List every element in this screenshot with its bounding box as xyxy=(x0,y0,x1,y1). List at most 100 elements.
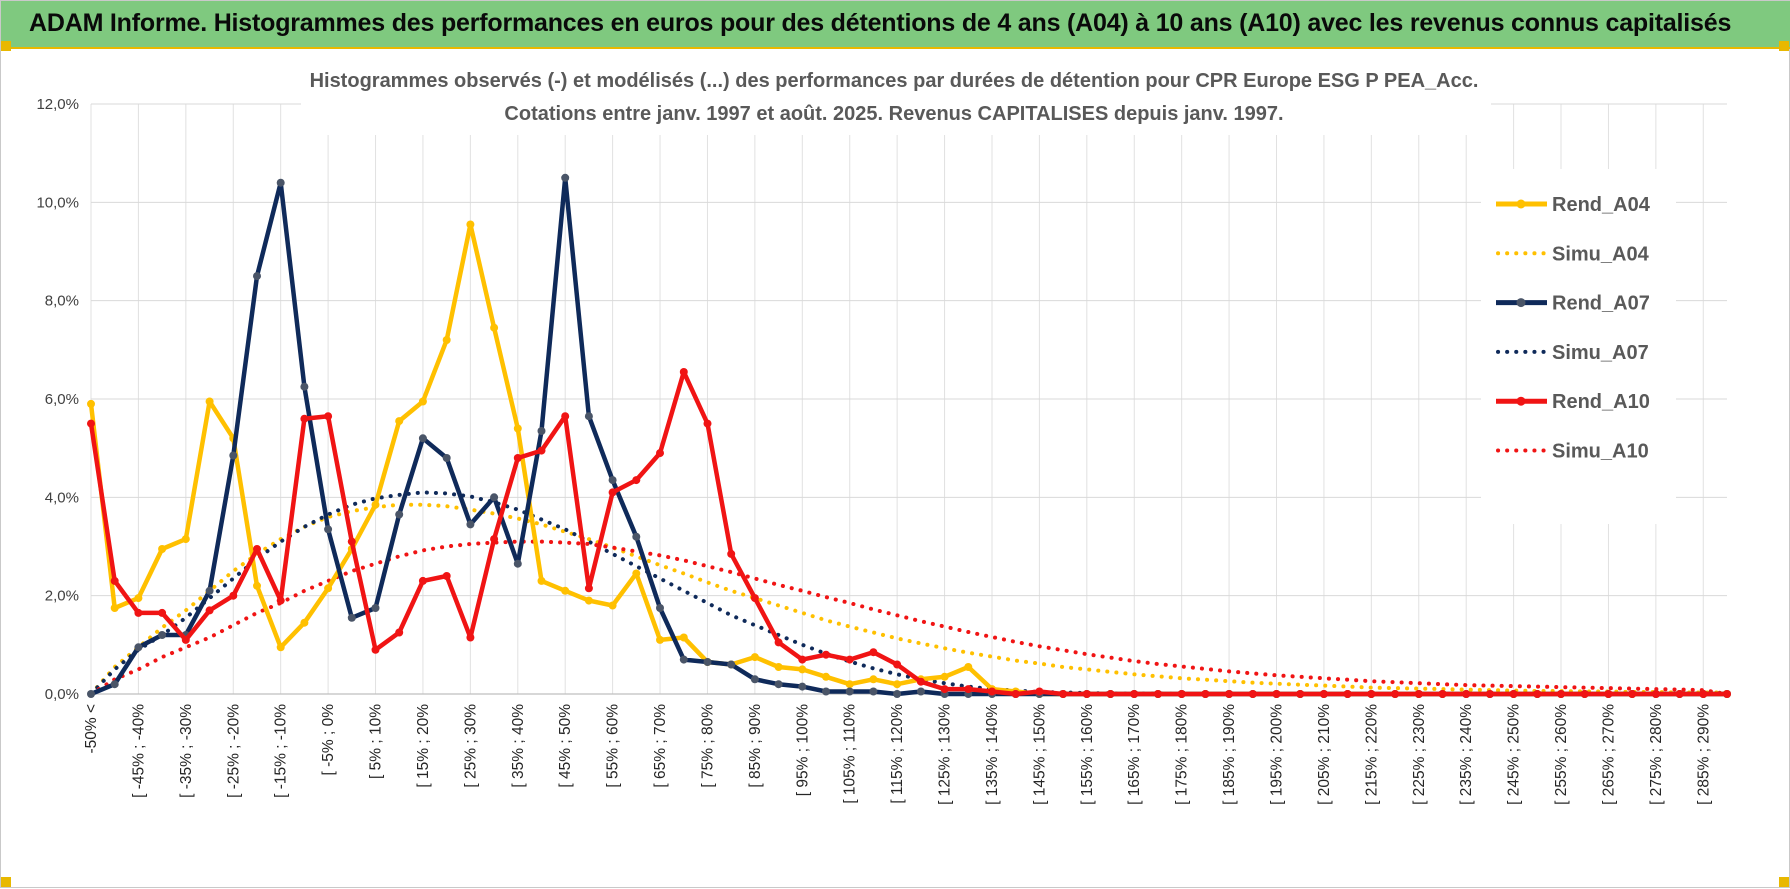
data-point xyxy=(324,412,333,421)
legend-item: Simu_A10 xyxy=(1496,441,1649,463)
data-point xyxy=(679,633,688,642)
x-tick-label: [ 85% ; 90% xyxy=(747,704,764,788)
legend-marker xyxy=(1516,396,1526,406)
legend-background xyxy=(1481,169,1676,524)
data-point xyxy=(347,537,356,546)
legend-label: Rend_A07 xyxy=(1552,293,1650,315)
legend-marker xyxy=(1516,298,1526,308)
data-point xyxy=(561,586,570,595)
data-point xyxy=(158,631,167,639)
x-tick-label: [ 75% ; 80% xyxy=(699,704,716,788)
data-point xyxy=(158,545,167,553)
x-tick-label: [ 225% ; 230% xyxy=(1411,704,1428,805)
legend-label: Rend_A10 xyxy=(1552,391,1650,413)
x-tick-label: [ 125% ; 130% xyxy=(937,704,954,805)
y-tick-label: 8,0% xyxy=(45,293,79,310)
data-point xyxy=(490,535,499,544)
data-point xyxy=(964,685,973,694)
x-tick-label: [ 135% ; 140% xyxy=(984,704,1001,805)
x-tick-label: [ 175% ; 180% xyxy=(1174,704,1191,805)
data-point xyxy=(1059,690,1068,698)
series-line-dotted xyxy=(89,539,1729,696)
data-point xyxy=(87,419,95,428)
x-tick-label: [ 155% ; 160% xyxy=(1079,704,1096,805)
data-point xyxy=(442,336,451,344)
data-point xyxy=(845,680,854,689)
data-point xyxy=(774,680,783,689)
legend-item: Simu_A04 xyxy=(1496,243,1650,265)
data-point xyxy=(490,323,499,332)
y-tick-label: 10,0% xyxy=(36,194,79,211)
data-point xyxy=(584,596,593,605)
x-tick-label: [ 205% ; 210% xyxy=(1316,704,1333,805)
data-point xyxy=(158,608,167,617)
y-tick-label: 4,0% xyxy=(45,489,79,506)
x-tick-label: [ 45% ; 50% xyxy=(557,704,574,788)
data-point xyxy=(869,687,878,696)
data-point xyxy=(110,576,119,585)
data-point xyxy=(608,488,617,497)
data-point xyxy=(1272,690,1281,698)
x-tick-label: -50% < xyxy=(83,704,100,754)
data-point xyxy=(395,510,404,519)
data-point xyxy=(110,680,119,689)
data-point xyxy=(1130,690,1139,698)
data-point xyxy=(418,576,427,585)
data-point xyxy=(561,173,570,182)
series-line xyxy=(88,369,1727,697)
data-point xyxy=(656,604,664,612)
data-point xyxy=(87,690,95,698)
x-tick-label: [ 95% ; 100% xyxy=(794,704,811,796)
data-point xyxy=(1438,690,1447,698)
x-tick-label: [ 235% ; 240% xyxy=(1458,704,1475,805)
data-point xyxy=(703,419,712,428)
data-point xyxy=(774,663,783,671)
x-tick-label: [ -25% ; -20% xyxy=(225,704,242,798)
series-simu-a10 xyxy=(89,539,1729,696)
data-point xyxy=(205,586,214,595)
data-point xyxy=(205,606,214,615)
data-point xyxy=(845,687,854,696)
data-point xyxy=(1296,690,1305,698)
series-rend-a10 xyxy=(87,368,1731,698)
x-tick-label: [ 35% ; 40% xyxy=(510,704,527,788)
x-tick-label: [ -5% ; 0% xyxy=(320,704,337,776)
data-point xyxy=(822,672,830,681)
data-point xyxy=(1509,690,1518,698)
series-group xyxy=(87,173,1731,698)
data-point xyxy=(1177,690,1186,698)
header-bar: ADAM Informe. Histogrammes des performan… xyxy=(1,1,1790,49)
data-point xyxy=(466,220,475,229)
data-point xyxy=(229,591,238,600)
data-point xyxy=(893,680,902,689)
y-tick-label: 12,0% xyxy=(36,96,79,113)
data-point xyxy=(822,650,830,659)
legend-marker xyxy=(1516,199,1526,209)
data-point xyxy=(1485,690,1494,698)
x-tick-label: [ 285% ; 290% xyxy=(1695,704,1712,805)
x-tick-label: [ 65% ; 70% xyxy=(652,704,669,788)
data-point xyxy=(632,476,641,485)
data-point xyxy=(1343,690,1352,698)
data-point xyxy=(513,559,522,568)
data-point xyxy=(1367,690,1376,698)
legend-item: Simu_A07 xyxy=(1496,342,1649,364)
data-point xyxy=(1723,690,1731,698)
x-tick-label: [ -15% ; -10% xyxy=(273,704,290,798)
data-point xyxy=(466,520,475,529)
chart-title: Histogrammes observés (-) et modélisés (… xyxy=(310,70,1479,92)
data-point xyxy=(988,687,996,696)
x-tick-label: [ 195% ; 200% xyxy=(1269,704,1286,805)
data-point xyxy=(916,687,925,696)
y-axis: 0,0% 2,0% 4,0% 6,0% 8,0% 10,0% 12,0% xyxy=(36,96,79,703)
x-tick-label: [ -45% ; -40% xyxy=(130,704,147,798)
data-point xyxy=(727,549,736,558)
data-point xyxy=(632,532,641,541)
data-point xyxy=(774,638,783,647)
data-point xyxy=(300,618,309,627)
data-point xyxy=(916,677,925,686)
data-point xyxy=(1580,690,1589,698)
data-point xyxy=(940,672,949,681)
data-point xyxy=(395,417,404,426)
legend-label: Simu_A07 xyxy=(1552,342,1649,364)
